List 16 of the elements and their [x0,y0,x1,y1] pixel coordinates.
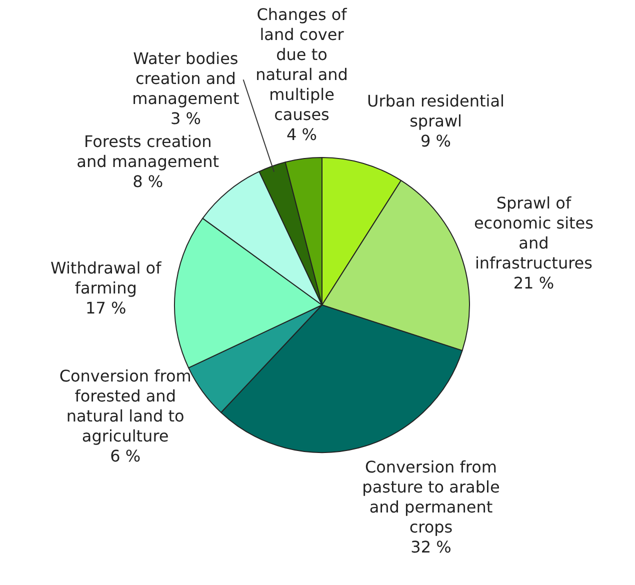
data-label: 32 % [410,537,452,556]
data-label: 17 % [86,298,126,318]
data-label: 6 % [110,446,141,466]
data-label: 8 % [132,172,164,191]
slice-label: Urban residential sprawl [367,91,504,130]
slice-label: Water bodies creation and management [132,48,240,108]
data-label: 9 % [420,131,452,150]
data-label: 3 % [170,108,201,128]
slice-label: Changes of land cover due to natural and multiple causes [256,5,348,124]
slice-label: Conversion from forested and natural land to agriculture [59,366,192,446]
slice-label: Sprawl of economic sites and infrastructures [474,194,594,273]
data-label: 21 % [513,274,554,293]
slice-label: Forests creation and management [76,132,220,171]
data-label: 4 % [286,125,317,144]
slice-label: Conversion from pasture to arable and permanent crops [362,457,500,536]
slice-label: Withdrawal of farming [50,258,162,298]
